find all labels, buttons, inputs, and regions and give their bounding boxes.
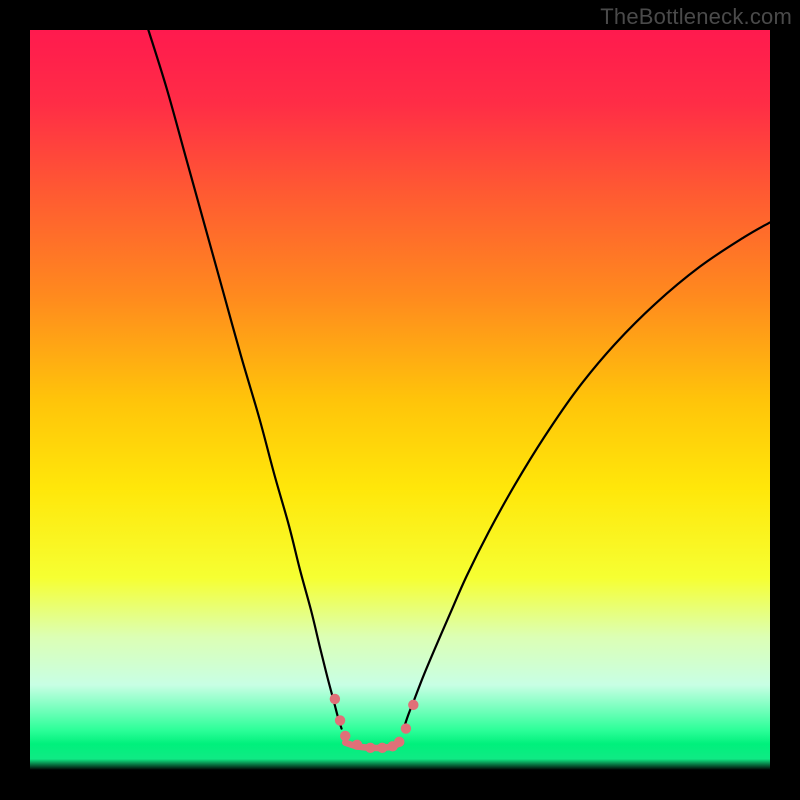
- chart-stage: TheBottleneck.com: [0, 0, 800, 800]
- watermark-text: TheBottleneck.com: [600, 4, 792, 30]
- data-dot: [401, 723, 411, 733]
- data-dot: [377, 743, 387, 753]
- data-dot: [408, 700, 418, 710]
- data-dot: [365, 743, 375, 753]
- bottleneck-chart: [0, 0, 800, 800]
- data-dot: [330, 694, 340, 704]
- data-dot: [335, 715, 345, 725]
- data-dot: [352, 740, 362, 750]
- plot-area: [30, 30, 770, 770]
- data-dot: [340, 731, 350, 741]
- data-dot: [394, 737, 404, 747]
